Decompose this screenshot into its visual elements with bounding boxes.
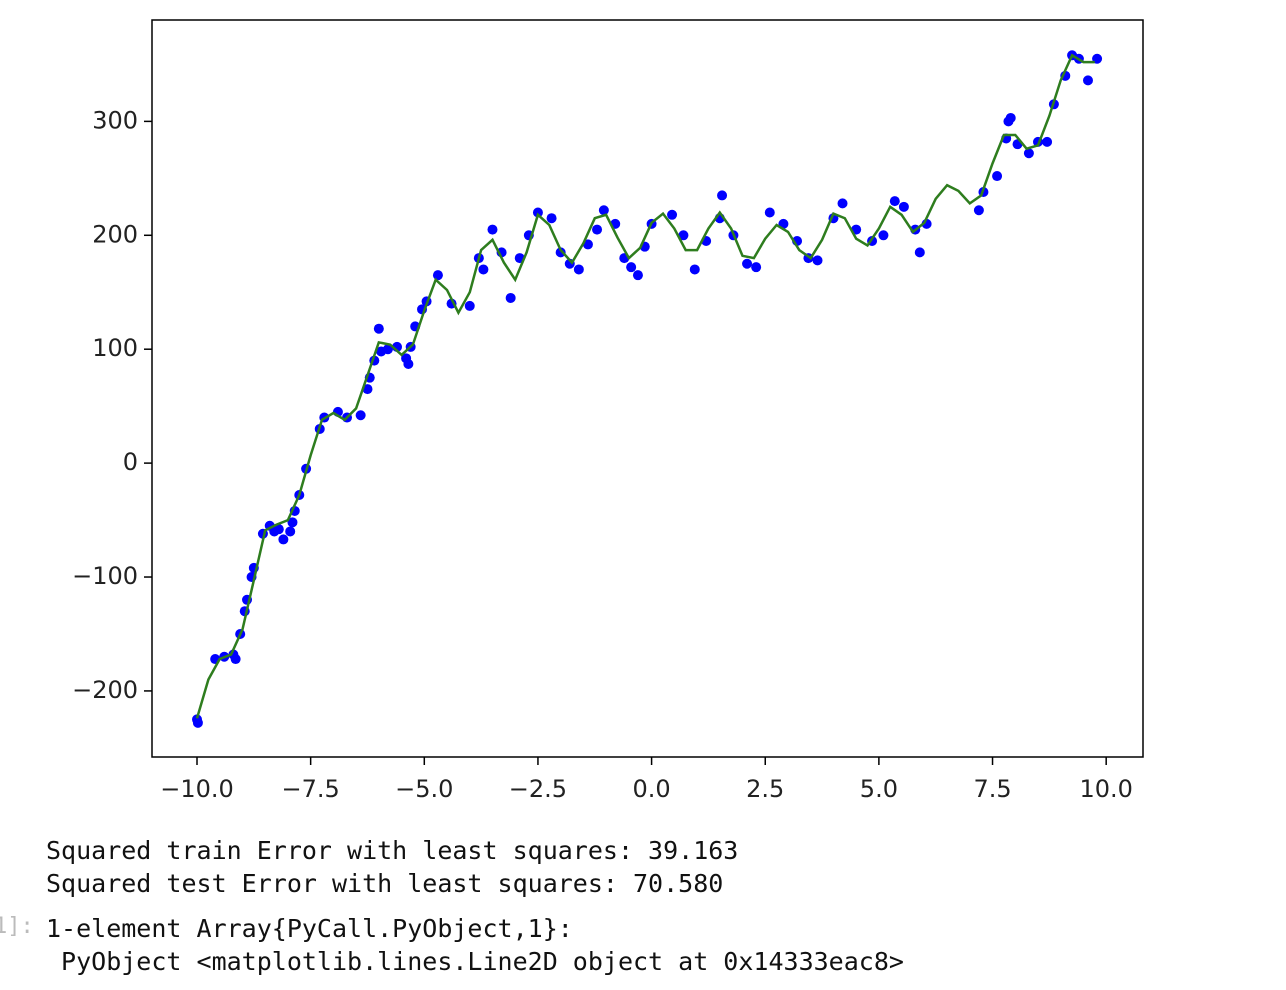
data-point (382, 344, 393, 355)
data-point (764, 207, 775, 218)
y-tick-label: −100 (72, 562, 138, 590)
data-point (403, 359, 414, 370)
output-line: 1-element Array{PyCall.PyObject,1}: (46, 914, 573, 943)
data-point (555, 247, 566, 258)
data-point (1023, 148, 1034, 159)
data-point (598, 205, 609, 216)
x-tick-label: 5.0 (860, 775, 898, 803)
data-point (717, 190, 728, 201)
y-tick-label: −200 (72, 676, 138, 704)
data-point (285, 526, 296, 537)
data-point (1005, 112, 1016, 123)
data-point (914, 247, 925, 258)
data-point (751, 262, 762, 273)
plot-frame (151, 19, 1144, 758)
output-line: Squared test Error with least squares: 7… (46, 869, 724, 898)
data-point (878, 230, 889, 241)
data-point (1042, 136, 1053, 147)
data-point (742, 258, 753, 269)
data-point (373, 323, 384, 334)
data-point (532, 207, 543, 218)
output-line: PyObject <matplotlib.lines.Line2D object… (46, 947, 904, 976)
data-point (546, 213, 557, 224)
data-point (837, 198, 848, 209)
data-point (592, 224, 603, 235)
data-point (889, 196, 900, 207)
data-point (478, 264, 489, 275)
y-tick-label: 200 (92, 220, 138, 248)
data-point (582, 239, 593, 250)
y-tick-label: 100 (92, 334, 138, 362)
x-tick-label: −7.5 (282, 775, 340, 803)
data-point (287, 517, 298, 528)
data-point (464, 300, 475, 311)
data-point (278, 534, 289, 545)
x-tick-label: 10.0 (1079, 775, 1132, 803)
fit-line (195, 53, 1095, 719)
data-point (689, 264, 700, 275)
data-point (973, 205, 984, 216)
data-point (355, 410, 366, 421)
x-tick-label: −5.0 (395, 775, 453, 803)
data-point (487, 224, 498, 235)
data-point (678, 230, 689, 241)
x-tick-label: −2.5 (509, 775, 567, 803)
data-point (362, 384, 373, 395)
x-tick-label: 2.5 (746, 775, 784, 803)
data-point (273, 524, 284, 535)
data-point (573, 264, 584, 275)
output-line: Squared train Error with least squares: … (46, 836, 739, 865)
data-point (667, 209, 678, 220)
data-point (1082, 75, 1093, 86)
data-point (230, 654, 241, 665)
data-point (992, 171, 1003, 182)
data-point (505, 292, 516, 303)
data-point (432, 270, 443, 281)
y-tick-label: 0 (123, 448, 138, 476)
chart: −10.0 −7.5 −5.0 −2.5 0.0 2.5 5.0 7.5 10.0 −200 −10… (72, 19, 1144, 803)
data-point (632, 270, 643, 281)
data-point (812, 255, 823, 266)
y-tick-label: 300 (92, 106, 138, 134)
data-point (626, 262, 637, 273)
data-point (898, 201, 909, 212)
x-tick-label: 7.5 (973, 775, 1011, 803)
data-point (192, 717, 203, 728)
x-tick-label: 0.0 (633, 775, 671, 803)
out-prompt: 1]: (0, 914, 34, 939)
x-tick-label: −10.0 (160, 775, 234, 803)
